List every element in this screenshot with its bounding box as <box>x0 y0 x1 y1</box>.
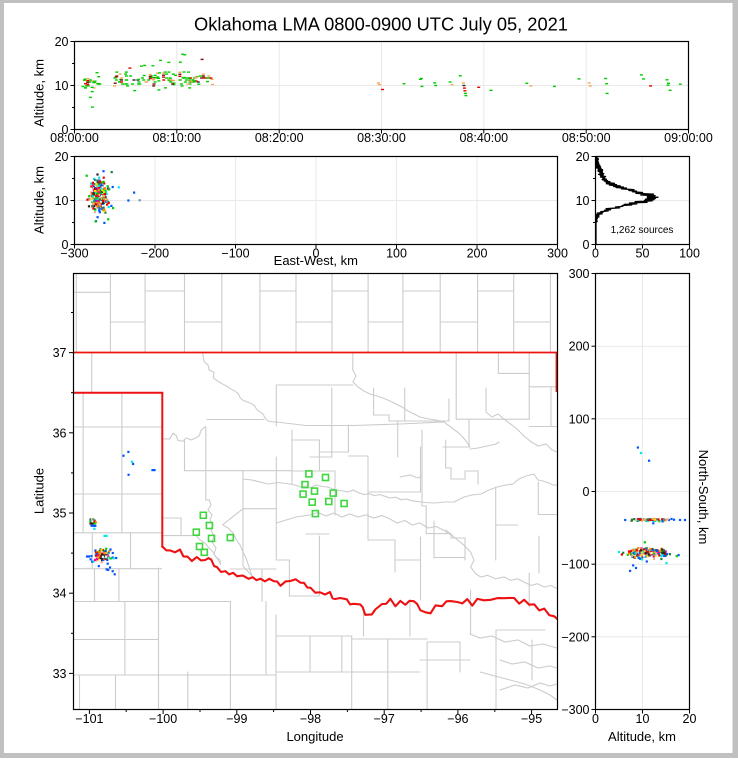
svg-text:−99: −99 <box>226 712 247 726</box>
svg-text:37: 37 <box>53 346 67 360</box>
svg-text:20: 20 <box>55 150 69 164</box>
svg-text:10: 10 <box>55 194 69 208</box>
svg-text:10: 10 <box>636 712 650 726</box>
svg-text:−100: −100 <box>221 247 249 261</box>
svg-text:08:40:00: 08:40:00 <box>459 131 508 145</box>
svg-text:−98: −98 <box>300 712 321 726</box>
svg-text:300: 300 <box>569 267 590 281</box>
svg-text:North-South, km: North-South, km <box>696 450 711 545</box>
svg-text:20: 20 <box>55 35 69 49</box>
svg-text:−96: −96 <box>447 712 468 726</box>
svg-text:0: 0 <box>313 247 320 261</box>
svg-text:−300: −300 <box>60 247 88 261</box>
svg-text:Latitude: Latitude <box>32 468 47 514</box>
svg-text:0: 0 <box>583 485 590 499</box>
svg-text:08:30:00: 08:30:00 <box>357 131 406 145</box>
svg-text:−300: −300 <box>561 703 589 717</box>
svg-text:1,262 sources: 1,262 sources <box>611 225 674 236</box>
svg-text:−200: −200 <box>561 630 589 644</box>
svg-text:−100: −100 <box>561 558 589 572</box>
svg-text:−200: −200 <box>141 247 169 261</box>
svg-text:East-West, km: East-West, km <box>274 253 358 268</box>
svg-text:0: 0 <box>592 712 599 726</box>
svg-text:10: 10 <box>55 79 69 93</box>
svg-text:0: 0 <box>583 238 590 252</box>
svg-text:08:20:00: 08:20:00 <box>255 131 304 145</box>
svg-text:200: 200 <box>467 247 488 261</box>
svg-text:300: 300 <box>547 247 568 261</box>
svg-text:10: 10 <box>576 194 590 208</box>
svg-text:33: 33 <box>53 667 67 681</box>
svg-text:50: 50 <box>636 247 650 261</box>
svg-text:08:00:00: 08:00:00 <box>50 131 99 145</box>
svg-text:08:10:00: 08:10:00 <box>152 131 201 145</box>
svg-text:36: 36 <box>53 426 67 440</box>
svg-text:0: 0 <box>62 123 69 137</box>
svg-text:Longitude: Longitude <box>286 729 343 744</box>
svg-text:08:50:00: 08:50:00 <box>562 131 611 145</box>
svg-text:34: 34 <box>53 587 67 601</box>
svg-text:09:00:00: 09:00:00 <box>664 131 713 145</box>
svg-text:100: 100 <box>569 412 590 426</box>
svg-text:Altitude, km: Altitude, km <box>608 729 676 744</box>
svg-text:−95: −95 <box>521 712 542 726</box>
svg-text:−100: −100 <box>149 712 177 726</box>
svg-text:100: 100 <box>679 247 700 261</box>
svg-text:35: 35 <box>53 507 67 521</box>
svg-text:20: 20 <box>683 712 697 726</box>
svg-text:100: 100 <box>386 247 407 261</box>
svg-text:20: 20 <box>576 150 590 164</box>
svg-text:−101: −101 <box>75 712 103 726</box>
svg-text:200: 200 <box>569 340 590 354</box>
svg-text:−97: −97 <box>374 712 395 726</box>
svg-text:0: 0 <box>592 247 599 261</box>
svg-text:Altitude, km: Altitude, km <box>32 166 47 234</box>
svg-text:Altitude, km: Altitude, km <box>32 59 47 127</box>
svg-text:0: 0 <box>62 238 69 252</box>
svg-text:Oklahoma LMA 0800-0900 UTC Jul: Oklahoma LMA 0800-0900 UTC July 05, 2021 <box>194 14 568 35</box>
